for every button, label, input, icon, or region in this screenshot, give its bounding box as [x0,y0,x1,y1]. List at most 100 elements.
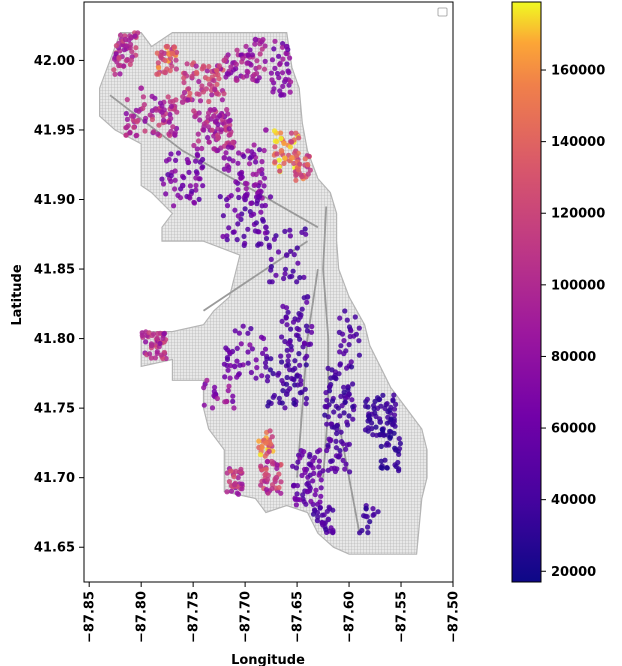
data-point [209,92,215,98]
data-point [317,505,323,511]
data-point [264,378,271,384]
data-point [383,442,389,448]
data-point [341,389,347,395]
data-point [276,164,282,170]
data-point [331,409,337,415]
data-point [161,69,167,75]
data-point [111,67,117,73]
data-point [348,364,355,370]
data-point [224,489,230,495]
data-point [201,121,207,127]
data-point [230,393,236,399]
data-point [260,37,266,43]
data-point [307,167,313,173]
data-point [116,54,122,61]
data-point [163,191,169,197]
data-point [277,60,283,66]
data-point [216,76,222,82]
data-point [287,233,293,239]
data-point [297,275,303,281]
data-point [393,447,399,453]
data-point [162,57,168,64]
data-point [175,192,181,198]
data-point [299,174,305,180]
data-point [278,148,285,154]
data-point [332,375,338,381]
data-point [193,182,199,189]
data-point [263,364,269,370]
data-point [294,279,300,285]
data-point [253,171,259,177]
data-point [238,175,244,181]
data-point [347,333,353,340]
data-point [194,91,200,97]
data-point [332,468,338,475]
data-point [248,200,254,206]
data-point [295,260,301,266]
data-point [271,86,277,92]
data-point [311,470,317,476]
data-point [153,107,159,113]
data-point [242,196,248,203]
data-point [117,32,124,38]
data-point [217,113,223,119]
data-point [264,459,270,465]
legend-box [437,7,448,17]
data-point [214,67,220,73]
data-point [199,83,205,89]
data-point [294,245,300,251]
data-point [184,61,190,67]
data-point [295,382,301,388]
x-tick-label: −87.60 [343,591,358,643]
data-point [391,430,397,436]
data-point [352,314,358,320]
data-point [280,56,286,62]
data-point [341,384,347,390]
data-point [344,317,350,323]
data-point [363,403,369,409]
data-point [285,362,291,368]
data-point [168,128,174,134]
data-point [276,53,282,59]
data-point [245,360,251,366]
data-point [124,116,130,122]
data-point [304,299,310,305]
plot-frame [83,1,454,583]
data-point [341,338,347,344]
data-point [211,393,217,399]
data-point [154,349,160,355]
data-point [189,73,195,79]
data-point [393,463,399,470]
data-point [197,176,203,182]
data-point [233,179,239,185]
data-point [365,530,371,536]
data-point [269,486,275,492]
data-point [234,490,240,496]
data-point [179,182,186,189]
data-point [229,145,235,151]
data-point [226,479,232,485]
data-point [247,155,253,161]
data-point [384,401,390,407]
data-point [363,505,369,511]
data-point [359,527,365,534]
data-point [121,63,127,69]
data-point [395,459,401,466]
data-point [283,252,290,258]
data-point [267,367,273,373]
data-point [163,158,170,164]
data-point [193,69,200,75]
data-point [231,481,238,488]
data-point [343,461,349,467]
data-point [287,144,293,150]
data-point [338,439,345,445]
data-point [231,474,237,480]
data-point [349,397,355,403]
data-point [248,326,254,332]
data-point [230,139,236,145]
data-point [316,472,322,478]
data-point [290,268,296,274]
data-point [337,448,343,454]
data-point [356,338,362,344]
data-point [157,340,163,347]
